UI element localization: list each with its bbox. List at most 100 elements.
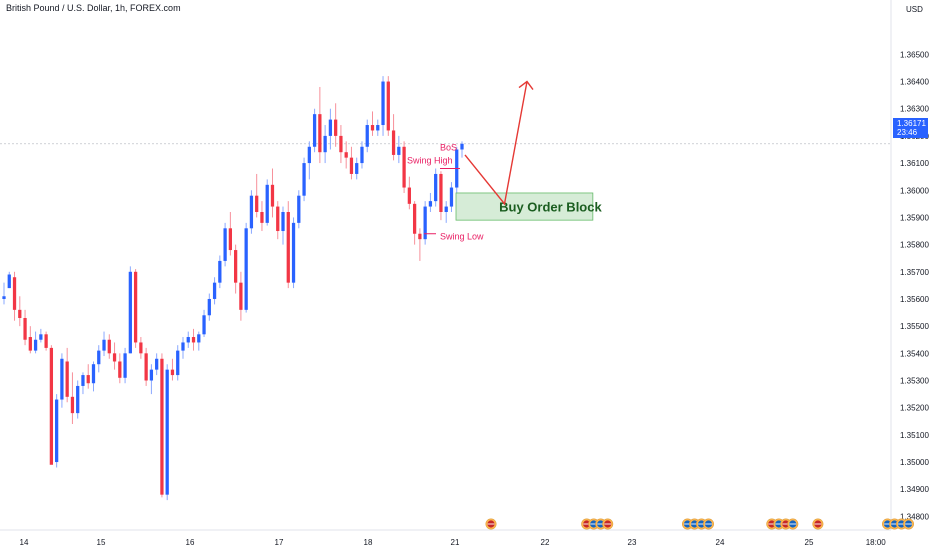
candle-body	[139, 342, 143, 354]
y-tick-label: 1.35500	[900, 322, 929, 331]
candle-body	[428, 201, 433, 207]
candle-body	[344, 152, 348, 158]
y-tick-label: 1.35300	[900, 377, 929, 386]
y-tick-label: 1.35600	[900, 295, 929, 304]
candle-body	[70, 396, 75, 414]
candle-body	[318, 114, 322, 153]
candle-body	[449, 187, 454, 207]
candle-body	[402, 146, 406, 188]
candle-body	[365, 125, 369, 147]
y-tick-label: 1.36500	[900, 50, 929, 59]
currency-label: USD	[906, 5, 923, 14]
candle-body	[297, 195, 301, 223]
candle-body	[291, 222, 296, 283]
candle-body	[18, 309, 22, 318]
y-tick-label: 1.36400	[900, 78, 929, 87]
x-tick-label: 24	[716, 538, 725, 547]
candle-body	[49, 347, 54, 465]
y-tick-label: 1.35200	[900, 404, 929, 413]
candle-body	[334, 119, 338, 136]
candle-body	[307, 146, 311, 164]
projection-arrow-path	[464, 81, 528, 206]
candle-body	[176, 350, 180, 376]
order-block-label: Buy Order Block	[499, 200, 602, 215]
x-axis[interactable]: 14 15 16 17 18 21 22 23 24 25 18:00	[20, 538, 887, 547]
candle-body	[181, 342, 185, 351]
candle-body	[81, 375, 85, 386]
y-tick-label: 1.35700	[900, 268, 929, 277]
projection-arrow-head	[518, 80, 534, 90]
candle-body	[155, 358, 159, 370]
candle-body	[434, 173, 438, 202]
x-tick-label: 23	[628, 538, 637, 547]
candle-body	[123, 353, 127, 378]
candle-body	[460, 143, 464, 150]
candle-body	[28, 337, 32, 351]
candle-body	[260, 212, 264, 223]
y-tick-label: 1.36300	[900, 105, 929, 114]
candle-body	[149, 369, 154, 381]
candle-body	[339, 135, 343, 153]
candle-body	[12, 277, 17, 310]
candle-body	[265, 184, 269, 223]
swing-low-label: Swing Low	[440, 232, 484, 242]
candle-body	[370, 125, 375, 131]
candle-body	[107, 339, 111, 354]
candle-body	[355, 163, 359, 174]
candle-body	[2, 296, 6, 299]
bos-label: BoS	[440, 143, 457, 153]
candle-body	[7, 274, 11, 289]
candle-body	[44, 334, 48, 348]
candle-body	[386, 81, 390, 131]
x-tick-label: 25	[805, 538, 814, 547]
candle-body	[255, 195, 259, 212]
candle-body	[270, 184, 275, 207]
y-tick-label: 1.34900	[900, 485, 929, 494]
swing-high-label: Swing High	[407, 156, 453, 166]
candle-body	[39, 334, 43, 340]
x-tick-label: 22	[541, 538, 550, 547]
candle-body	[349, 157, 354, 174]
candle-body	[286, 212, 290, 283]
candle-body	[76, 385, 80, 414]
last-price-badge: 1.36171 23:46	[893, 118, 928, 138]
candle-body	[239, 282, 243, 310]
candle-body	[397, 146, 401, 155]
candle-body	[360, 146, 364, 164]
candle-body	[144, 353, 148, 381]
x-tick-label: 18	[364, 538, 373, 547]
candle-body	[412, 203, 417, 234]
candle-body	[376, 125, 380, 131]
candle-body	[212, 282, 217, 299]
y-tick-label: 1.35800	[900, 241, 929, 250]
candle-body	[91, 364, 96, 384]
candle-body	[234, 250, 238, 283]
last-price-value: 1.36171	[897, 119, 926, 128]
x-tick-label: 14	[20, 538, 29, 547]
candle-body	[55, 399, 59, 463]
candle-body	[423, 206, 427, 240]
candle-body	[86, 375, 90, 384]
candle-body	[65, 361, 69, 397]
candle-body	[186, 337, 190, 343]
x-tick-label: 18:00	[866, 538, 887, 547]
candle-body	[312, 114, 317, 147]
candle-body	[228, 228, 232, 251]
candle-body	[439, 173, 443, 212]
candle-body	[218, 260, 222, 283]
candle-body	[112, 353, 117, 362]
candle-body	[102, 339, 106, 351]
y-tick-label: 1.35000	[900, 458, 929, 467]
candle-body	[191, 337, 196, 343]
candle-body	[60, 358, 64, 400]
candle-body	[118, 361, 122, 378]
y-tick-label: 1.36000	[900, 186, 929, 195]
candle-body	[323, 135, 327, 153]
candle-body	[97, 350, 101, 365]
candle-body	[128, 271, 132, 354]
order-block-zone[interactable]	[455, 192, 594, 221]
candle-body	[170, 369, 175, 376]
event-markers[interactable]	[485, 518, 914, 530]
y-tick-label: 1.34800	[900, 512, 929, 521]
